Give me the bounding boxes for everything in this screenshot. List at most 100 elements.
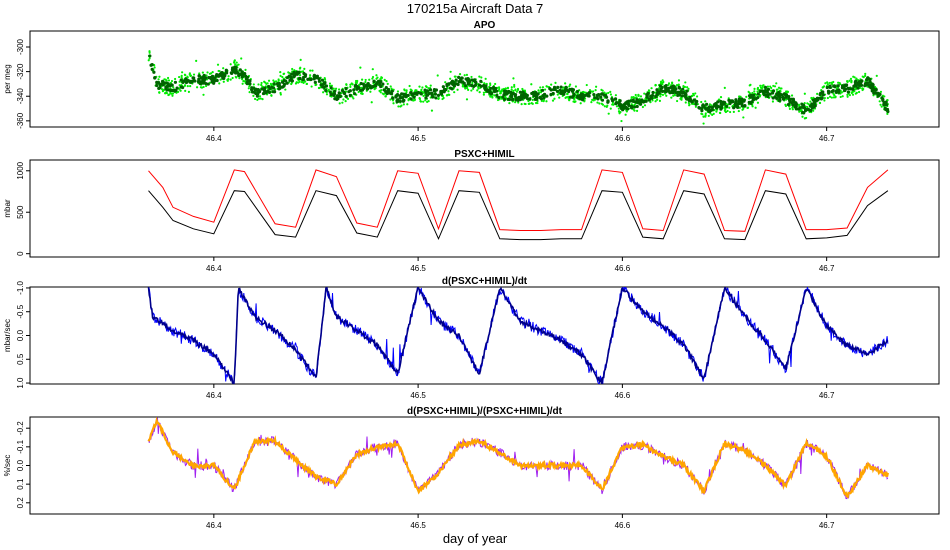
apo-raw-point (500, 89, 504, 92)
apo-raw-point (354, 81, 358, 84)
apo-raw-point (380, 88, 383, 92)
apo-raw-point (850, 91, 853, 95)
apo-raw-point (403, 88, 406, 91)
apo-point (787, 97, 791, 101)
apo-raw-point (375, 74, 378, 77)
dpdt-normalized-series-raw (148, 417, 889, 500)
apo-raw-point (299, 66, 302, 69)
apo-raw-point (527, 99, 530, 103)
apo-raw-point (823, 99, 826, 102)
apo-point (390, 89, 394, 93)
apo-raw-point (686, 86, 689, 89)
apo-point (632, 105, 637, 109)
apo-point (260, 87, 264, 91)
apo-raw-point (756, 101, 760, 104)
apo-point (439, 89, 443, 94)
apo-point (596, 93, 600, 97)
apo-raw-point (569, 83, 572, 86)
apo-raw-point (708, 103, 712, 106)
apo-raw-point (595, 85, 598, 88)
apo-y-tick-label: -300 (16, 38, 25, 55)
apo-raw-point (226, 78, 229, 81)
apo-raw-point (392, 102, 395, 105)
apo-point (255, 94, 260, 98)
apo-raw-point (167, 79, 171, 82)
apo-point (618, 99, 622, 103)
apo-raw-point (328, 82, 332, 85)
apo-point (786, 102, 790, 107)
apo-point (248, 82, 252, 86)
apo-point (629, 104, 634, 108)
apo-raw-point (828, 81, 831, 85)
apo-raw-point (170, 79, 174, 83)
dpdt-x-tick-label: 46.4 (206, 391, 222, 400)
apo-point (583, 93, 588, 97)
apo-point (740, 104, 744, 108)
apo-raw-point (661, 79, 664, 82)
apo-raw-point (504, 87, 507, 90)
apo-raw-point (235, 61, 238, 64)
apo-raw-point (880, 105, 883, 108)
apo-raw-point (408, 84, 411, 88)
apo-x-tick-label: 46.6 (615, 134, 631, 143)
apo-x-tick-label: 46.7 (819, 134, 835, 143)
apo-raw-point (806, 102, 809, 105)
apo-raw-point (165, 79, 168, 82)
apo-point (492, 89, 497, 94)
apo-point (368, 85, 373, 89)
apo-raw-point (751, 91, 754, 95)
apo-point (488, 89, 492, 93)
apo-raw-point (298, 74, 302, 77)
apo-point (846, 86, 850, 90)
apo-point (365, 87, 370, 91)
apo-raw-point (588, 89, 592, 92)
apo-raw-point (520, 103, 523, 106)
apo-raw-point (671, 82, 674, 85)
apo-raw-point (458, 73, 462, 76)
apo-raw-point (305, 82, 309, 85)
apo-point (161, 83, 165, 87)
apo-point (301, 78, 305, 82)
dpdt-x-tick-label: 46.5 (410, 391, 426, 400)
apo-raw-point (822, 85, 826, 88)
apo-point (802, 106, 807, 110)
apo-raw-point (186, 85, 189, 88)
apo-raw-point (471, 81, 474, 85)
apo-raw-point (499, 92, 502, 95)
apo-point (688, 95, 692, 99)
apo-point (276, 83, 280, 88)
apo-point (158, 83, 162, 87)
apo-point (681, 90, 686, 94)
apo-point (836, 84, 840, 88)
apo-raw-point (566, 92, 569, 96)
dpdt-normalized-y-tick-label: -0.2 (16, 421, 25, 435)
apo-point (876, 91, 880, 95)
apo-title: APO (474, 20, 496, 31)
apo-raw-point (449, 70, 452, 73)
apo-point (761, 90, 766, 94)
apo-raw-point (704, 115, 707, 118)
apo-raw-point (630, 96, 633, 99)
apo-raw-point (380, 76, 384, 79)
apo-point (398, 99, 402, 103)
apo-point (791, 100, 795, 104)
apo-point (541, 93, 545, 98)
apo-point (362, 86, 366, 90)
apo-point (647, 97, 652, 101)
apo-raw-point (161, 88, 165, 91)
apo-point (323, 81, 327, 85)
apo-point (798, 106, 802, 110)
apo-raw-point (609, 107, 612, 110)
apo-point (204, 81, 208, 86)
apo-point (321, 85, 325, 89)
apo-point (640, 98, 644, 102)
apo-point (214, 74, 218, 78)
apo-raw-point (373, 88, 376, 91)
apo-raw-point (227, 75, 230, 78)
apo-point (851, 87, 855, 91)
apo-point (873, 91, 877, 95)
apo-raw-point (510, 88, 513, 91)
apo-raw-point (531, 102, 534, 105)
apo-raw-point (195, 59, 198, 62)
